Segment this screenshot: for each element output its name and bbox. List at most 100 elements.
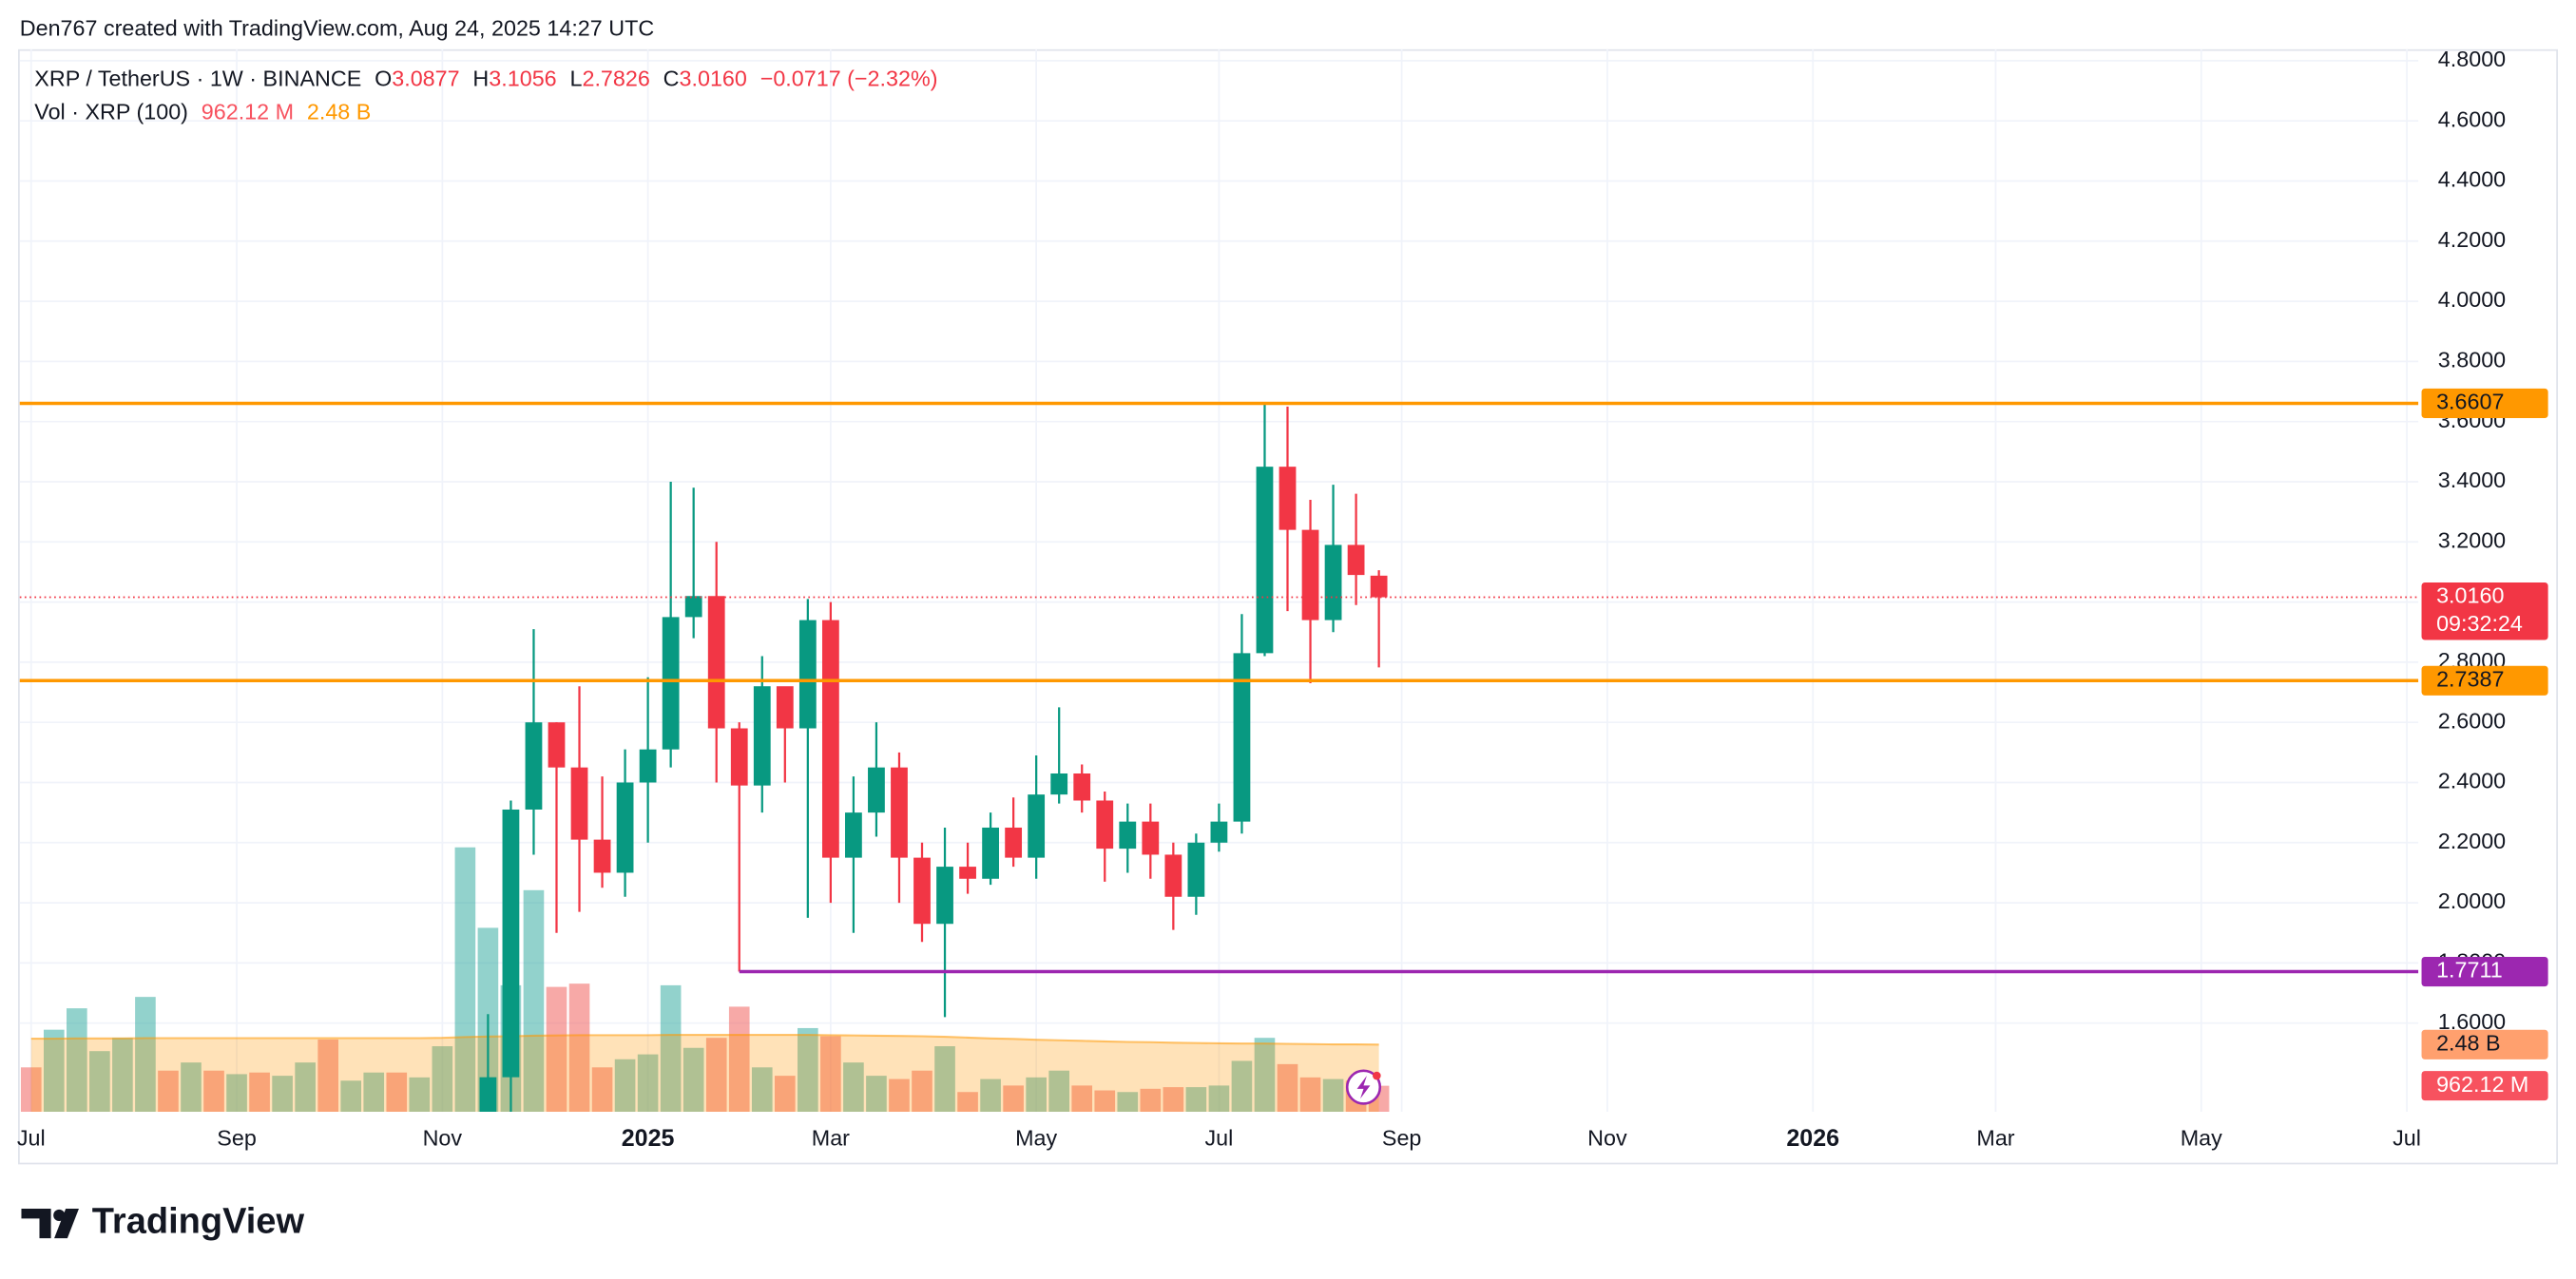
- y-tick-label: 2.0000: [2438, 888, 2506, 913]
- volume-bar: [957, 1092, 978, 1113]
- volume-bar: [660, 984, 682, 1113]
- volume-bar: [820, 1036, 841, 1113]
- volume-bar: [135, 997, 156, 1113]
- level-label-bg: [2421, 956, 2548, 987]
- candle-body: [593, 839, 611, 873]
- candle-body: [616, 782, 634, 873]
- candle-body: [936, 867, 953, 925]
- logo-icon: [21, 1209, 51, 1239]
- volume-bar: [43, 1029, 65, 1113]
- volume-bar: [386, 1072, 408, 1113]
- candle-body: [639, 749, 657, 783]
- candle-body: [730, 728, 748, 786]
- candle-body: [548, 722, 566, 768]
- candle-body: [1164, 854, 1182, 897]
- volume-bar: [203, 1070, 224, 1113]
- volume-value: 962.12 M: [202, 99, 294, 124]
- candle-body: [776, 686, 794, 729]
- logo-icon: [54, 1209, 79, 1239]
- x-tick-label: 2026: [1786, 1125, 1839, 1152]
- header: Den767 created with TradingView.com, Aug…: [20, 15, 654, 40]
- volume-bar: [728, 1006, 750, 1113]
- candle-body: [1210, 821, 1228, 843]
- volume-bar: [1048, 1070, 1070, 1113]
- level-label: 1.7711: [2436, 958, 2503, 983]
- y-tick-label: 1.6000: [2438, 1009, 2506, 1034]
- legend-key: L: [569, 67, 582, 91]
- volume-bar: [1254, 1038, 1276, 1113]
- volume-bar: [705, 1038, 727, 1113]
- volume-bar: [295, 1062, 316, 1113]
- volume-bar: [317, 1039, 338, 1113]
- volume-bar: [1026, 1077, 1047, 1113]
- legend-value: 2.7826: [582, 67, 649, 91]
- candle-body: [1278, 467, 1297, 530]
- volume-bar: [340, 1080, 362, 1113]
- y-tick-label: 4.0000: [2438, 287, 2506, 312]
- candle-body: [891, 767, 908, 858]
- y-tick-label: 4.4000: [2438, 167, 2506, 192]
- candle-body: [1301, 529, 1319, 620]
- volume-bar: [1003, 1085, 1024, 1113]
- x-tick-label: 2025: [622, 1125, 675, 1152]
- volume-bar: [181, 1062, 202, 1113]
- volume-bar: [1163, 1087, 1184, 1113]
- candle-body: [753, 686, 771, 786]
- volume-label-bg: [2421, 1071, 2548, 1101]
- candle-body: [913, 857, 931, 925]
- volume-bar: [363, 1072, 385, 1113]
- volume-bar: [682, 1047, 704, 1113]
- volume-bar: [843, 1062, 864, 1113]
- x-tick-label: May: [1015, 1126, 1057, 1151]
- legend-key: H: [472, 67, 489, 91]
- volume-ma-value: 2.48 B: [307, 99, 371, 124]
- volume-label: 962.12 M: [2436, 1072, 2528, 1097]
- candle-body: [1028, 794, 1046, 858]
- candle-body: [570, 767, 588, 840]
- x-tick-label: Mar: [812, 1126, 850, 1151]
- volume-bar: [1299, 1077, 1321, 1113]
- level-label-bg: [2421, 665, 2548, 696]
- x-tick-label: May: [2181, 1126, 2222, 1151]
- candle-body: [1050, 773, 1068, 795]
- y-tick-label: 2.4000: [2438, 769, 2506, 793]
- logo-icon: [53, 1209, 66, 1221]
- volume-bar: [546, 986, 567, 1113]
- candle-body: [1324, 544, 1342, 620]
- chart-frame: [18, 48, 2558, 1165]
- level-label: 2.7387: [2436, 666, 2504, 691]
- x-tick-label: Mar: [1976, 1126, 2014, 1151]
- y-tick-label: 3.4000: [2438, 468, 2506, 492]
- volume-bar: [912, 1070, 932, 1113]
- candle-body: [684, 596, 702, 618]
- legend-row: Vol · XRP (100) 962.12 M 2.48 B: [34, 99, 371, 124]
- alert-dot: [1373, 1071, 1381, 1080]
- volume-bar: [1277, 1063, 1298, 1113]
- legend-value: 3.0160: [680, 67, 747, 91]
- last-price-label: 3.0160: [2436, 583, 2504, 608]
- logo: TradingView: [21, 1202, 304, 1242]
- volume-bar: [272, 1076, 293, 1113]
- candle-body: [1370, 575, 1388, 598]
- volume-bar: [1071, 1085, 1093, 1113]
- volume-bar: [67, 1008, 87, 1113]
- candle-body: [1005, 827, 1023, 858]
- legend-row: XRP / TetherUS · 1W · BINANCE O3.0877 H3.1…: [34, 67, 937, 91]
- candle-body: [868, 767, 885, 813]
- candle-body: [798, 620, 817, 729]
- candle-body: [1096, 800, 1114, 849]
- legend-value: 3.0877: [392, 67, 459, 91]
- volume-bar: [637, 1054, 659, 1113]
- candle-body: [525, 722, 543, 810]
- x-tick-label: Nov: [423, 1126, 463, 1151]
- x-tick-label: Sep: [1382, 1126, 1422, 1151]
- volume-bar: [751, 1067, 773, 1113]
- volume-bar: [1208, 1085, 1230, 1113]
- volume-ma-label: 2.48 B: [2436, 1030, 2500, 1055]
- volume-bar: [1094, 1090, 1116, 1113]
- candle-body: [707, 596, 725, 729]
- x-tick-label: Jul: [17, 1126, 46, 1151]
- volume-bar: [158, 1070, 179, 1113]
